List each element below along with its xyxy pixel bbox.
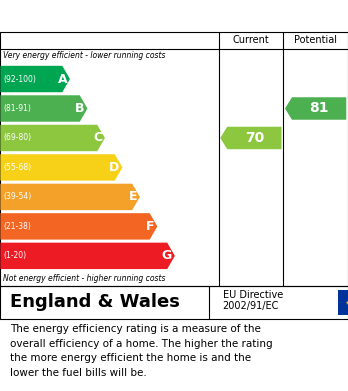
Text: (92-100): (92-100) (3, 75, 36, 84)
Text: D: D (109, 161, 120, 174)
Text: G: G (162, 249, 172, 262)
Text: (81-91): (81-91) (3, 104, 31, 113)
Text: Potential: Potential (294, 35, 337, 45)
Polygon shape (0, 66, 70, 92)
Text: 81: 81 (309, 102, 329, 115)
Polygon shape (220, 127, 282, 149)
Text: Current: Current (232, 35, 269, 45)
Text: Energy Efficiency Rating: Energy Efficiency Rating (10, 9, 220, 23)
Text: The energy efficiency rating is a measure of the
overall efficiency of a home. T: The energy efficiency rating is a measur… (10, 325, 273, 378)
Text: E: E (129, 190, 137, 203)
Text: (21-38): (21-38) (3, 222, 31, 231)
Text: (39-54): (39-54) (3, 192, 32, 201)
Text: 70: 70 (245, 131, 264, 145)
Text: EU Directive
2002/91/EC: EU Directive 2002/91/EC (223, 290, 283, 311)
Text: Not energy efficient - higher running costs: Not energy efficient - higher running co… (3, 274, 166, 283)
Text: (1-20): (1-20) (3, 251, 26, 260)
Text: (55-68): (55-68) (3, 163, 32, 172)
Polygon shape (0, 95, 87, 122)
Polygon shape (0, 213, 157, 240)
Polygon shape (0, 243, 175, 269)
Text: A: A (57, 72, 67, 86)
Text: (69-80): (69-80) (3, 133, 32, 142)
Bar (338, 290, 348, 315)
Text: England & Wales: England & Wales (10, 293, 180, 311)
Text: Very energy efficient - lower running costs: Very energy efficient - lower running co… (3, 51, 166, 60)
Polygon shape (285, 97, 346, 120)
Text: B: B (75, 102, 85, 115)
Text: F: F (146, 220, 155, 233)
Polygon shape (0, 154, 122, 181)
Polygon shape (0, 125, 105, 151)
Polygon shape (0, 184, 140, 210)
Text: C: C (93, 131, 102, 144)
